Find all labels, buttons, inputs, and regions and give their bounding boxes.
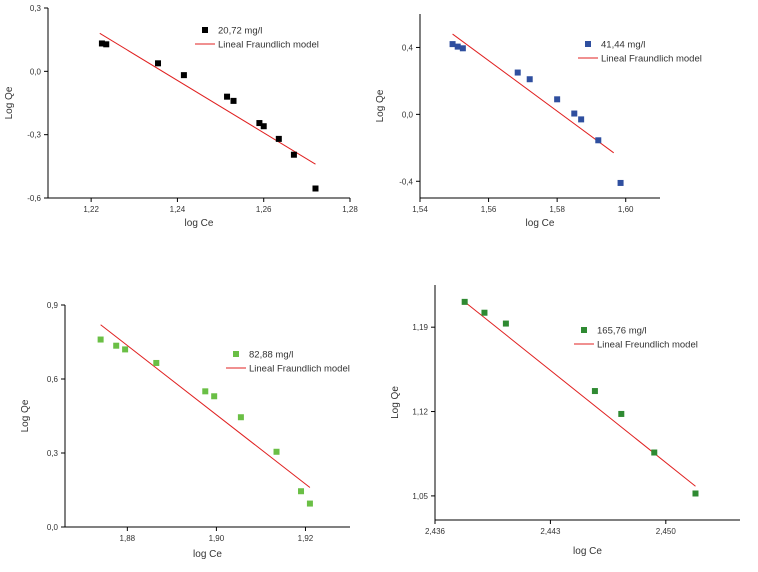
data-point bbox=[155, 60, 162, 67]
legend-model-label: Lineal Freundlich model bbox=[597, 340, 698, 351]
y-axis-title: Log Qe bbox=[390, 386, 401, 419]
data-point bbox=[97, 336, 104, 343]
y-tick-label: 0,6 bbox=[47, 375, 59, 384]
data-point bbox=[595, 137, 602, 144]
legend-marker bbox=[233, 351, 239, 357]
data-point bbox=[103, 41, 110, 48]
x-tick-label: 2,443 bbox=[540, 527, 561, 536]
legend-model-label: Lineal Fraundlich model bbox=[218, 40, 319, 51]
chart-panel-4: 2,436 2,443 2,450 1,05 1,12 1,19 log Ce Log Qe 1… bbox=[390, 285, 740, 557]
y-tick-label: 1,12 bbox=[412, 408, 428, 417]
data-point bbox=[230, 97, 237, 104]
x-tick-label: 1,58 bbox=[549, 205, 565, 214]
x-tick-label: 1,60 bbox=[618, 205, 634, 214]
legend-series-label: 41,44 mg/l bbox=[601, 40, 645, 51]
y-tick-label: 0,0 bbox=[47, 523, 59, 532]
legend-model-label: Lineal Fraundlich model bbox=[601, 54, 702, 65]
legend-marker bbox=[585, 41, 591, 47]
y-tick-label: 0,3 bbox=[47, 449, 59, 458]
chart-panel-1: 1,22 1,24 1,26 1,28 -0,6 -0,3 0,0 0,3 log Ce Log … bbox=[4, 4, 358, 229]
x-axis-title: log Ce bbox=[573, 546, 602, 557]
x-axis-title: log Ce bbox=[193, 549, 222, 560]
x-tick-label: 1,88 bbox=[120, 534, 136, 543]
y-tick-label: 0,4 bbox=[402, 43, 414, 52]
data-point bbox=[578, 116, 585, 123]
y-axis-title: Log Qe bbox=[20, 399, 31, 432]
x-tick-label: 1,90 bbox=[209, 534, 225, 543]
data-point bbox=[211, 393, 218, 400]
y-tick-label: 1,05 bbox=[412, 492, 428, 501]
x-axis-title: log Ce bbox=[526, 218, 555, 229]
data-point bbox=[571, 110, 578, 117]
data-point bbox=[260, 123, 267, 130]
data-point bbox=[591, 388, 598, 395]
fit-line bbox=[464, 301, 696, 487]
legend-series-label: 165,76 mg/l bbox=[597, 326, 647, 337]
y-tick-label: -0,3 bbox=[27, 131, 41, 140]
legend-marker bbox=[581, 327, 587, 333]
y-tick-label: 0,0 bbox=[402, 110, 414, 119]
data-point bbox=[113, 342, 120, 349]
x-tick-label: 2,436 bbox=[425, 527, 446, 536]
data-point bbox=[312, 185, 319, 192]
data-point bbox=[459, 45, 466, 52]
data-point bbox=[180, 72, 187, 79]
data-point bbox=[275, 135, 282, 142]
data-point bbox=[224, 93, 231, 100]
y-tick-label: 0,9 bbox=[47, 301, 59, 310]
fit-line bbox=[99, 32, 316, 165]
y-tick-label: -0,6 bbox=[27, 194, 41, 203]
data-point bbox=[461, 298, 468, 305]
data-point bbox=[306, 500, 313, 507]
fit-line bbox=[452, 33, 615, 154]
x-tick-label: 1,92 bbox=[298, 534, 314, 543]
y-tick-label: 0,0 bbox=[30, 67, 42, 76]
data-point bbox=[526, 76, 533, 83]
legend-marker bbox=[202, 27, 208, 33]
data-point bbox=[502, 320, 509, 327]
data-point bbox=[256, 120, 263, 127]
x-tick-label: 1,28 bbox=[342, 205, 358, 214]
data-point bbox=[618, 410, 625, 417]
y-tick-label: 0,3 bbox=[30, 4, 42, 13]
fit-line bbox=[100, 324, 311, 488]
x-tick-label: 1,56 bbox=[481, 205, 497, 214]
data-point bbox=[290, 151, 297, 158]
x-axis-title: log Ce bbox=[185, 218, 214, 229]
data-point bbox=[692, 490, 699, 497]
x-tick-label: 1,22 bbox=[83, 205, 99, 214]
data-point bbox=[98, 40, 105, 47]
x-tick-label: 1,24 bbox=[170, 205, 186, 214]
data-point bbox=[122, 346, 129, 353]
data-point bbox=[554, 96, 561, 103]
data-point bbox=[237, 414, 244, 421]
chart-panel-3: 1,88 1,90 1,92 0,0 0,3 0,6 0,9 log Ce Log Qe 82,8… bbox=[20, 301, 350, 560]
data-point bbox=[454, 43, 461, 50]
data-point bbox=[651, 449, 658, 456]
x-tick-label: 1,26 bbox=[256, 205, 272, 214]
data-point bbox=[449, 41, 456, 48]
y-tick-label: 1,19 bbox=[412, 323, 428, 332]
data-point bbox=[481, 309, 488, 316]
data-point bbox=[617, 179, 624, 186]
x-tick-label: 1,54 bbox=[412, 205, 428, 214]
legend-series-label: 82,88 mg/l bbox=[249, 350, 293, 361]
data-point bbox=[273, 448, 280, 455]
data-point bbox=[153, 359, 160, 366]
y-axis-title: Log Qe bbox=[4, 86, 15, 119]
x-tick-label: 2,450 bbox=[656, 527, 677, 536]
legend-series-label: 20,72 mg/l bbox=[218, 26, 262, 37]
y-axis-title: Log Qe bbox=[375, 89, 386, 122]
y-tick-label: -0,4 bbox=[399, 177, 413, 186]
legend-model-label: Lineal Fraundlich model bbox=[249, 364, 350, 375]
data-point bbox=[202, 388, 209, 395]
data-point bbox=[514, 69, 521, 76]
chart-panel-2: 1,54 1,56 1,58 1,60 -0,4 0,0 0,4 log Ce Log Qe 41… bbox=[375, 14, 702, 229]
data-point bbox=[298, 488, 305, 495]
